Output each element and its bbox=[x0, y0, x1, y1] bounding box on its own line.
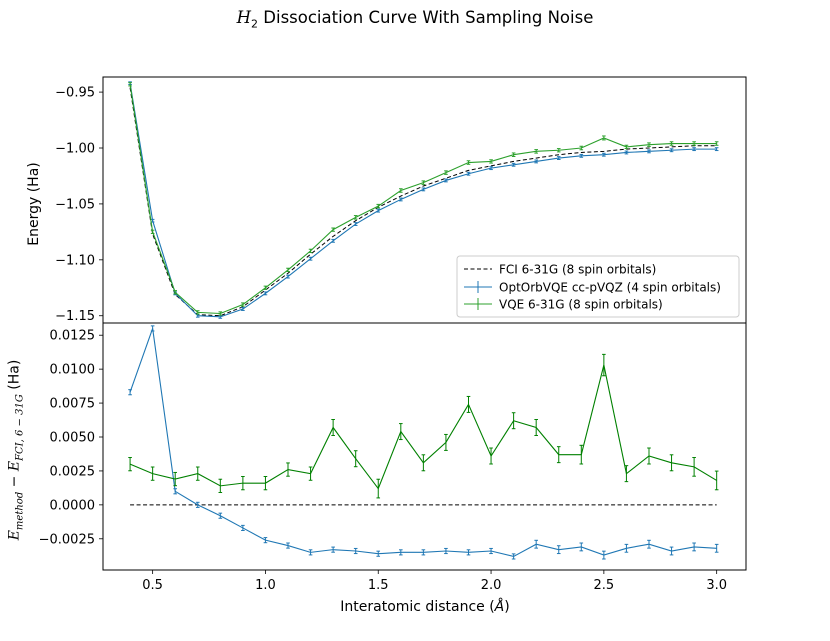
ylabel-sub-method: method bbox=[14, 491, 26, 531]
x-tick-label: 2.0 bbox=[481, 578, 502, 593]
legend-label: OptOrbVQE cc-pVQZ (4 spin orbitals) bbox=[499, 281, 721, 295]
chart-title: H2 Dissociation Curve With Sampling Nois… bbox=[0, 8, 830, 30]
y-axis-label-energy-difference: Emethod − EFCI, 6 − 31G (Ha) bbox=[7, 360, 26, 541]
x-tick-label: 3.0 bbox=[706, 578, 727, 593]
ylabel-unit: (Ha) bbox=[6, 359, 23, 395]
y-tick-label: −1.10 bbox=[55, 253, 95, 268]
series-vqe-6-31g-8-spin-orbitals bbox=[128, 82, 719, 316]
xlabel-suffix: ) bbox=[504, 599, 510, 615]
y-tick-label: 0.0125 bbox=[50, 329, 96, 344]
ylabel-minus: − bbox=[6, 471, 23, 492]
legend-box bbox=[456, 255, 740, 318]
xlabel-prefix: Interatomic distance ( bbox=[340, 599, 495, 615]
y-tick-label: −1.00 bbox=[55, 142, 95, 157]
axes-frame bbox=[102, 322, 747, 571]
y-tick-label: 0.0075 bbox=[50, 397, 96, 412]
x-tick-label: 0.5 bbox=[142, 578, 163, 593]
energy-panel: −0.95 −1.00 −1.05 −1.10 −1.15 FCI 6-31G (8 sp… bbox=[55, 76, 747, 324]
y-tick-label: −1.05 bbox=[55, 197, 95, 212]
x-tick-label: 2.5 bbox=[594, 578, 615, 593]
x-tick-label: 1.0 bbox=[255, 578, 276, 593]
series-optorbvqe-error bbox=[128, 325, 719, 560]
y-tick-label: 0.0025 bbox=[50, 464, 96, 479]
y-tick-label: 0.0050 bbox=[50, 431, 96, 446]
xlabel-unit: Å bbox=[494, 599, 505, 615]
series-optorbvqe-cc-pvqz-4-spin-orbitals bbox=[128, 81, 719, 319]
legend-entry: FCI 6-31G (8 spin orbitals) bbox=[464, 263, 656, 277]
ylabel-e1: E bbox=[6, 530, 23, 541]
series-fci-6-31g-8-spin-orbitals bbox=[129, 87, 717, 317]
ylabel-sub-fci: FCI, 6 − 31G bbox=[14, 394, 26, 461]
x-axis-label: Interatomic distance (Å) bbox=[0, 599, 830, 615]
x-tick-label: 1.5 bbox=[368, 578, 389, 593]
y-tick-label: 0.0000 bbox=[50, 498, 96, 513]
title-subscript: 2 bbox=[251, 17, 259, 31]
ylabel-e2: E bbox=[6, 460, 23, 472]
series-line bbox=[129, 87, 717, 317]
energy-difference-panel: 0.0125 0.0100 0.0075 0.0050 0.0025 0.0000 −0.0… bbox=[39, 322, 747, 593]
y-axis-label-energy: Energy (Ha) bbox=[26, 162, 42, 246]
series-vqe-error bbox=[128, 353, 719, 499]
legend: FCI 6-31G (8 spin orbitals) OptOrbVQE cc-… bbox=[456, 255, 740, 318]
legend-entry: VQE 6-31G (8 spin orbitals) bbox=[464, 298, 663, 312]
y-tick-label: −0.95 bbox=[55, 86, 95, 101]
title-text: Dissociation Curve With Sampling Noise bbox=[263, 8, 594, 27]
legend-entry: OptOrbVQE cc-pVQZ (4 spin orbitals) bbox=[464, 281, 721, 295]
series-line bbox=[129, 328, 717, 558]
y-tick-label: −1.15 bbox=[55, 309, 95, 324]
title-symbol: H bbox=[236, 8, 252, 27]
y-tick-label: 0.0100 bbox=[50, 363, 96, 378]
y-tick-label: −0.0025 bbox=[39, 532, 95, 547]
legend-label: VQE 6-31G (8 spin orbitals) bbox=[499, 298, 663, 312]
legend-label: FCI 6-31G (8 spin orbitals) bbox=[499, 263, 656, 277]
